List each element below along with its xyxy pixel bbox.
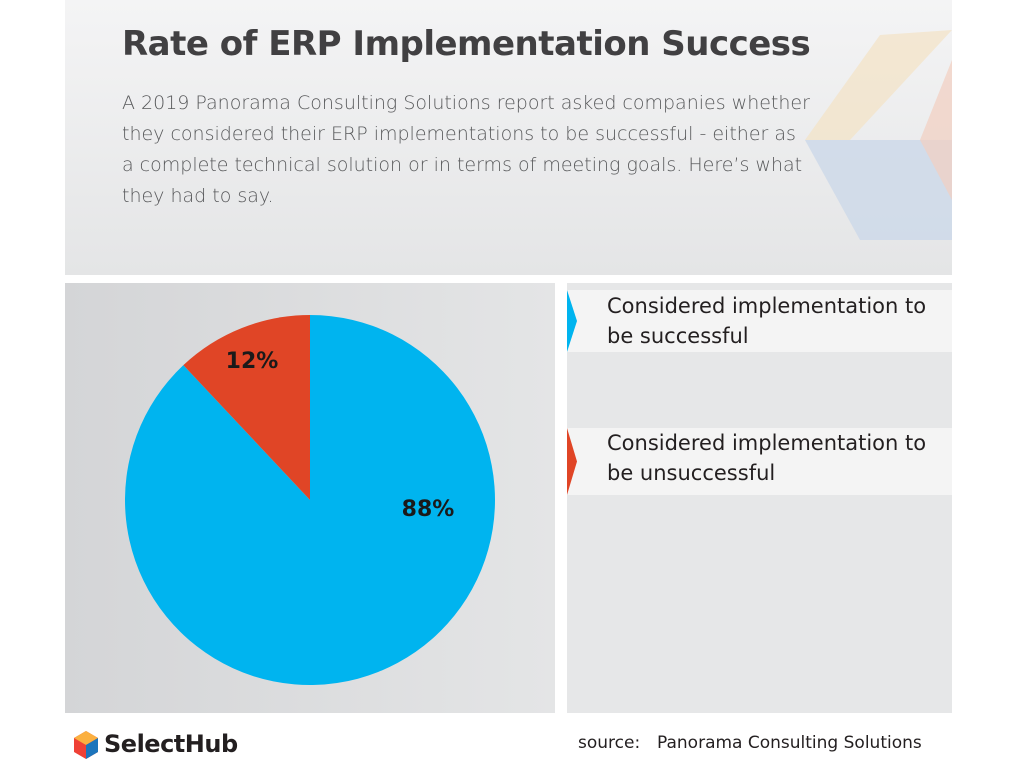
brand: SelectHub — [104, 730, 238, 758]
source: Panorama Consulting Solutions — [657, 733, 922, 753]
cube-face — [805, 30, 952, 140]
brand-logo — [74, 731, 98, 759]
legend-panel — [567, 283, 952, 713]
pie-slice — [183, 315, 310, 500]
legend-band — [567, 290, 952, 352]
subtitle: A 2019 Panorama Consulting Solutions rep… — [122, 92, 810, 207]
legend-marker — [567, 428, 577, 495]
header — [65, 0, 952, 275]
legend-label: Considered implementation to be successf… — [607, 294, 927, 348]
legend-label: Considered implementation to be unsucces… — [607, 431, 927, 485]
cube-face — [805, 140, 952, 240]
legend-band — [567, 428, 952, 495]
data-label: 88% — [402, 497, 455, 522]
source-label: source: — [578, 733, 641, 753]
legend-marker — [567, 290, 577, 352]
data-label: 12% — [226, 349, 279, 374]
chart-title: Rate of ERP Implementation Success — [122, 24, 811, 64]
cube-face — [920, 60, 952, 200]
